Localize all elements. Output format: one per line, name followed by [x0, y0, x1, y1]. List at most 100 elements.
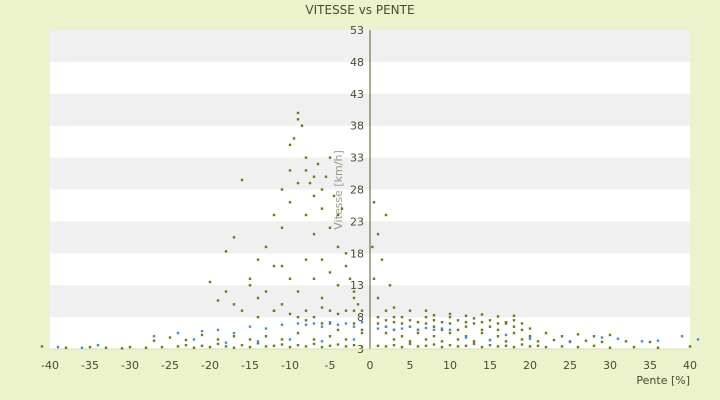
scatter-point: [280, 264, 284, 268]
scatter-point: [192, 346, 196, 349]
scatter-point: [152, 335, 156, 338]
x-tick-label: -10: [281, 359, 299, 372]
scatter-point: [232, 331, 236, 335]
scatter-point: [432, 328, 436, 332]
scatter-point: [408, 319, 412, 322]
scatter-point: [336, 328, 340, 332]
x-axis-ticks: -40 -35 -30 -25 -20 -15 -10 -5 0 5 10 15 20 25 30 35 40: [41, 359, 697, 372]
scatter-point: [448, 331, 452, 335]
scatter-point: [576, 333, 580, 336]
scatter-point: [264, 335, 268, 338]
scatter-point: [240, 178, 244, 182]
scatter-point: [440, 327, 444, 330]
scatter-point: [480, 331, 484, 335]
scatter-point: [296, 181, 300, 185]
scatter-point: [320, 207, 324, 210]
scatter-point: [272, 344, 276, 348]
scatter-point: [344, 252, 348, 255]
y-tick-label: 53: [350, 24, 364, 37]
scatter-point: [272, 264, 276, 268]
scatter-point: [176, 331, 180, 335]
scatter-point: [424, 344, 428, 348]
scatter-point: [388, 284, 392, 287]
scatter-point: [448, 343, 452, 347]
scatter-point: [656, 346, 660, 349]
scatter-point: [552, 338, 556, 342]
scatter-point: [360, 321, 364, 324]
scatter-point: [680, 335, 684, 338]
scatter-point: [480, 328, 484, 332]
scatter-point: [392, 328, 396, 332]
scatter-point: [520, 328, 524, 332]
scatter-point: [240, 343, 244, 347]
scatter-point: [312, 175, 316, 178]
scatter-point: [432, 313, 436, 317]
scatter-point: [312, 232, 316, 236]
scatter-point: [224, 250, 228, 253]
scatter-point: [371, 245, 374, 249]
scatter-point: [472, 322, 476, 325]
scatter-point: [592, 344, 596, 348]
scatter-point: [472, 342, 476, 346]
scatter-point: [340, 207, 344, 210]
scatter-point: [352, 325, 356, 328]
scatter-point: [56, 345, 60, 349]
scatter-point: [232, 236, 236, 239]
scatter-point: [320, 258, 324, 261]
scatter-point: [288, 345, 292, 349]
scatter-point: [248, 277, 252, 281]
scatter-point: [392, 343, 396, 347]
scatter-point: [200, 333, 204, 337]
scatter-point: [424, 322, 428, 325]
scatter-point: [288, 338, 292, 341]
scatter-point: [320, 296, 324, 300]
scatter-point: [640, 340, 644, 343]
scatter-point: [512, 314, 516, 318]
scatter-point: [304, 323, 308, 326]
scatter-point: [416, 328, 420, 332]
scatter-point: [520, 343, 524, 346]
scatter-point: [216, 342, 220, 346]
scatter-point: [416, 331, 420, 335]
scatter-point: [440, 340, 444, 343]
chart-title: VITESSE vs PENTE: [305, 3, 414, 17]
scatter-point: [292, 137, 296, 140]
scatter-point: [248, 325, 252, 328]
scatter-point: [400, 345, 404, 349]
scatter-point: [264, 290, 268, 293]
scatter-point: [488, 325, 492, 328]
scatter-point: [464, 314, 468, 318]
scatter-point: [424, 338, 428, 341]
y-tick-label: 18: [350, 247, 364, 260]
x-tick-label: 25: [563, 359, 577, 372]
scatter-point: [384, 345, 388, 348]
y-tick-label: 8: [357, 311, 364, 324]
scatter-point: [440, 345, 444, 349]
scatter-point: [352, 322, 356, 325]
scatter-point: [328, 321, 332, 324]
x-tick-label: 10: [443, 359, 457, 372]
scatter-point: [336, 343, 340, 346]
scatter-point: [328, 309, 332, 312]
scatter-point: [296, 118, 300, 121]
scatter-point: [480, 321, 484, 324]
scatter-point: [408, 309, 412, 312]
y-tick-label: 33: [350, 152, 364, 165]
x-tick-label: -35: [81, 359, 99, 372]
scatter-point: [384, 331, 388, 335]
scatter-point: [232, 303, 236, 306]
scatter-point: [424, 315, 428, 319]
scatter-point: [312, 342, 316, 346]
scatter-point: [504, 322, 508, 325]
scatter-point: [328, 271, 332, 274]
scatter-point: [256, 342, 260, 345]
scatter-point: [320, 340, 324, 343]
scatter-point: [308, 181, 312, 185]
scatter-point: [348, 277, 352, 281]
scatter-point: [380, 258, 384, 261]
scatter-point: [336, 245, 340, 249]
scatter-point: [296, 315, 300, 319]
scatter-point: [304, 169, 308, 172]
x-tick-label: 35: [643, 359, 657, 372]
y-tick-label: 43: [350, 88, 364, 101]
